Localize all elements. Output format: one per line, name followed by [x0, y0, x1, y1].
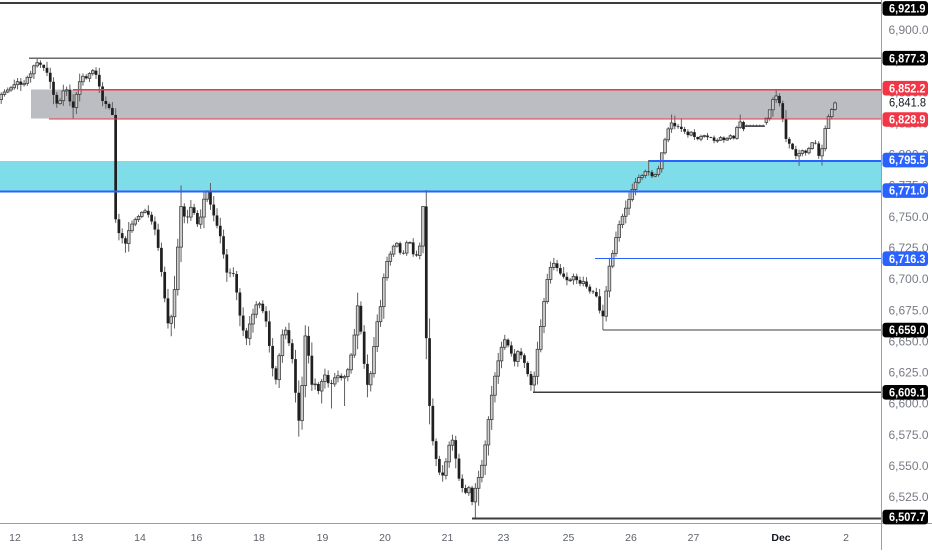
svg-text:16: 16 [191, 532, 203, 544]
svg-text:6,750.0: 6,750.0 [889, 210, 929, 224]
svg-text:18: 18 [253, 532, 265, 544]
svg-text:6,877.3: 6,877.3 [889, 51, 926, 65]
svg-text:23: 23 [498, 532, 510, 544]
svg-text:6,609.1: 6,609.1 [889, 385, 926, 399]
svg-text:2: 2 [843, 532, 849, 544]
svg-text:21: 21 [442, 532, 454, 544]
svg-text:6,659.0: 6,659.0 [889, 323, 926, 337]
svg-text:6,828.9: 6,828.9 [889, 113, 926, 127]
svg-text:6,625.0: 6,625.0 [889, 366, 929, 380]
svg-text:6,852.2: 6,852.2 [889, 81, 926, 95]
svg-text:6,921.9: 6,921.9 [889, 2, 926, 16]
svg-text:19: 19 [317, 532, 329, 544]
svg-text:6,600.0: 6,600.0 [889, 397, 929, 411]
svg-text:6,900.0: 6,900.0 [889, 23, 929, 37]
svg-text:6,550.0: 6,550.0 [889, 459, 929, 473]
svg-text:6,771.0: 6,771.0 [889, 184, 926, 198]
svg-text:6,700.0: 6,700.0 [889, 272, 929, 286]
svg-text:26: 26 [625, 532, 637, 544]
svg-text:6,575.0: 6,575.0 [889, 428, 929, 442]
svg-text:6,716.3: 6,716.3 [889, 252, 926, 266]
svg-text:14: 14 [134, 532, 146, 544]
svg-text:6,795.5: 6,795.5 [889, 153, 926, 167]
svg-text:12: 12 [9, 532, 21, 544]
svg-text:6,841.8: 6,841.8 [889, 96, 926, 110]
svg-text:6,525.0: 6,525.0 [889, 490, 929, 504]
svg-text:20: 20 [379, 532, 391, 544]
svg-text:6,650.0: 6,650.0 [889, 334, 929, 348]
svg-text:6,675.0: 6,675.0 [889, 303, 929, 317]
svg-text:25: 25 [563, 532, 575, 544]
svg-text:6,507.7: 6,507.7 [889, 510, 926, 524]
svg-text:27: 27 [688, 532, 700, 544]
svg-text:13: 13 [72, 532, 84, 544]
svg-text:Dec: Dec [771, 532, 790, 544]
